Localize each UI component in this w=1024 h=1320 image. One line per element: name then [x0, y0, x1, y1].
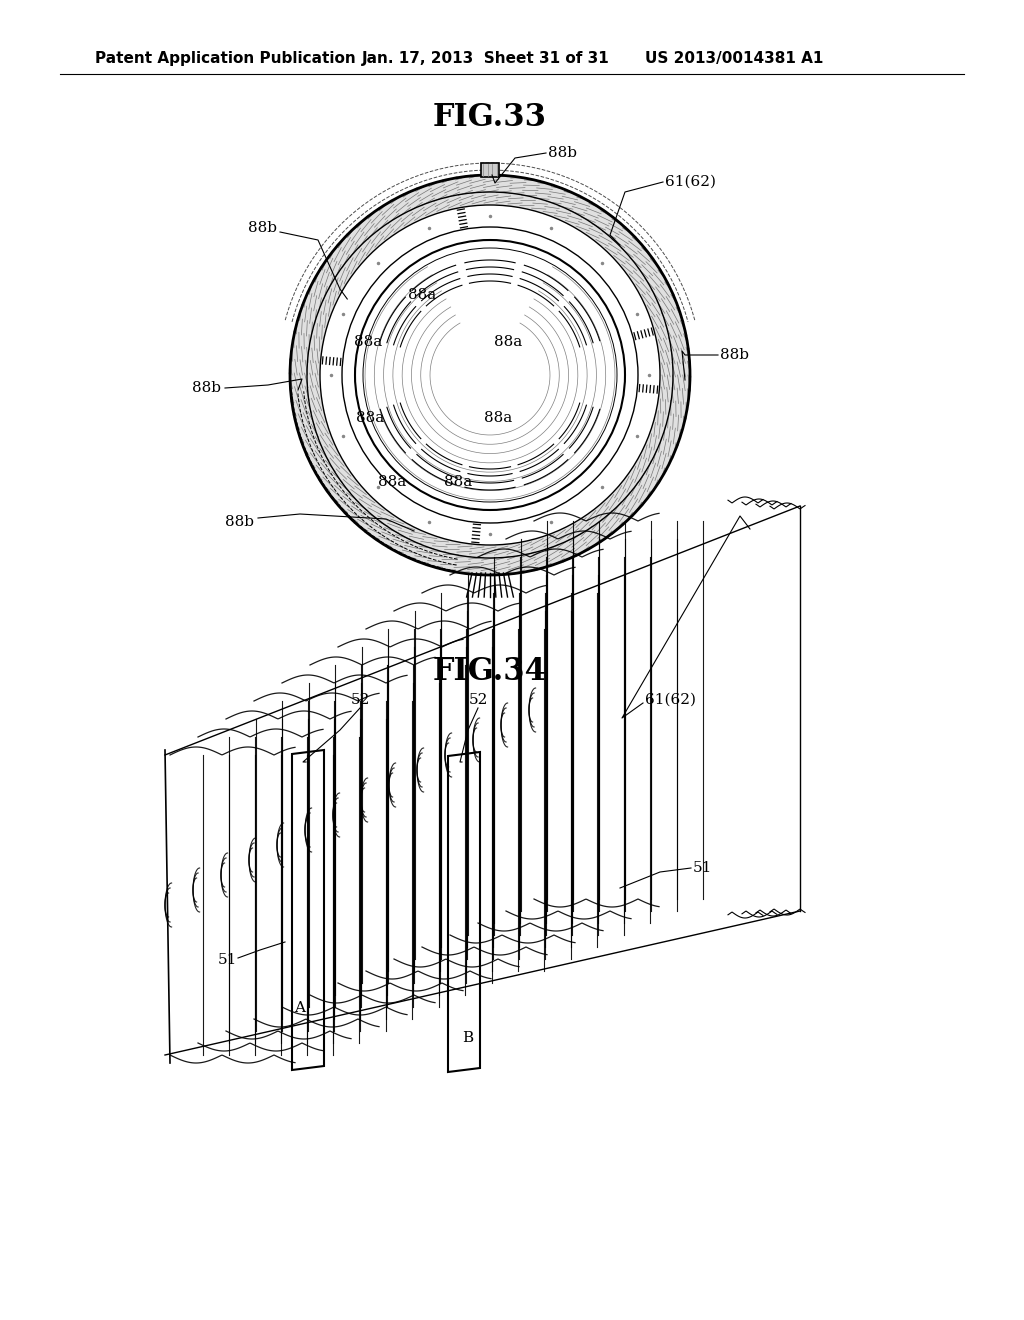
- Text: 52: 52: [468, 693, 487, 708]
- Polygon shape: [442, 517, 456, 540]
- Text: 88a: 88a: [378, 475, 407, 488]
- Polygon shape: [506, 521, 516, 544]
- Polygon shape: [592, 252, 613, 273]
- Polygon shape: [383, 490, 402, 512]
- Ellipse shape: [290, 176, 690, 576]
- FancyBboxPatch shape: [481, 162, 499, 177]
- Text: 61(62): 61(62): [665, 176, 716, 189]
- Polygon shape: [352, 462, 375, 482]
- Polygon shape: [636, 348, 659, 359]
- Text: 88a: 88a: [408, 288, 436, 302]
- Polygon shape: [616, 446, 639, 463]
- Polygon shape: [616, 286, 639, 304]
- Text: A: A: [295, 1001, 305, 1015]
- Text: 61(62): 61(62): [645, 693, 696, 708]
- Polygon shape: [383, 238, 402, 260]
- Text: 51: 51: [693, 861, 713, 875]
- Polygon shape: [319, 371, 342, 379]
- Text: FIG.34: FIG.34: [433, 656, 547, 688]
- Text: 88a: 88a: [484, 411, 512, 425]
- Polygon shape: [605, 268, 628, 288]
- Text: 88b: 88b: [225, 515, 254, 529]
- Text: 88a: 88a: [356, 411, 384, 425]
- Polygon shape: [321, 391, 344, 401]
- Polygon shape: [341, 446, 364, 463]
- Text: FIG.33: FIG.33: [433, 103, 547, 133]
- Text: 88b: 88b: [548, 147, 577, 160]
- Polygon shape: [321, 348, 344, 359]
- Polygon shape: [442, 210, 456, 234]
- Text: 88b: 88b: [193, 381, 221, 395]
- Polygon shape: [332, 306, 354, 322]
- Polygon shape: [578, 490, 597, 512]
- Polygon shape: [352, 268, 375, 288]
- Polygon shape: [578, 238, 597, 260]
- Text: Patent Application Publication: Patent Application Publication: [95, 50, 355, 66]
- Polygon shape: [605, 462, 628, 482]
- Polygon shape: [636, 391, 659, 401]
- Polygon shape: [638, 371, 660, 379]
- Polygon shape: [626, 306, 648, 322]
- Polygon shape: [524, 517, 538, 540]
- Polygon shape: [485, 523, 495, 545]
- Text: US 2013/0014381 A1: US 2013/0014381 A1: [645, 50, 823, 66]
- Text: Jan. 17, 2013  Sheet 31 of 31: Jan. 17, 2013 Sheet 31 of 31: [362, 50, 609, 66]
- Polygon shape: [485, 205, 495, 227]
- Polygon shape: [561, 502, 579, 524]
- Text: 88b: 88b: [248, 220, 278, 235]
- Polygon shape: [401, 226, 419, 248]
- Polygon shape: [464, 206, 474, 228]
- Polygon shape: [325, 327, 348, 341]
- Text: 88a: 88a: [354, 335, 382, 348]
- Text: 88a: 88a: [443, 475, 472, 488]
- Polygon shape: [626, 428, 648, 444]
- Text: B: B: [463, 1031, 473, 1045]
- Polygon shape: [464, 521, 474, 544]
- Polygon shape: [401, 502, 419, 524]
- Polygon shape: [367, 477, 388, 498]
- Text: 52: 52: [350, 693, 370, 708]
- Polygon shape: [561, 226, 579, 248]
- Polygon shape: [332, 428, 354, 444]
- Polygon shape: [506, 206, 516, 228]
- Polygon shape: [325, 409, 348, 424]
- Polygon shape: [543, 511, 559, 533]
- Text: 51: 51: [218, 953, 238, 968]
- Polygon shape: [421, 511, 437, 533]
- Polygon shape: [592, 477, 613, 498]
- Text: 88b: 88b: [720, 348, 749, 362]
- Polygon shape: [543, 216, 559, 240]
- Polygon shape: [341, 286, 364, 304]
- Polygon shape: [524, 210, 538, 234]
- Polygon shape: [421, 216, 437, 240]
- Polygon shape: [632, 327, 655, 341]
- Polygon shape: [632, 409, 655, 424]
- Ellipse shape: [319, 205, 660, 545]
- Text: 88a: 88a: [494, 335, 522, 348]
- Polygon shape: [367, 252, 388, 273]
